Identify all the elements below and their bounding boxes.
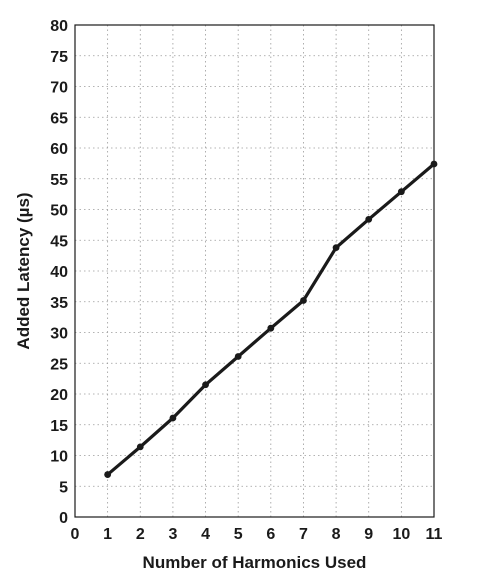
y-tick-label: 25 <box>50 356 68 373</box>
y-tick-label: 15 <box>50 418 68 435</box>
data-point <box>234 353 242 360</box>
y-tick-label: 40 <box>50 264 68 281</box>
y-tick-label: 80 <box>50 18 68 35</box>
y-axis-title: Added Latency (µs) <box>14 192 33 349</box>
y-tick-label: 55 <box>50 172 68 189</box>
y-tick-label: 60 <box>50 141 68 158</box>
data-point <box>136 443 144 451</box>
y-tick-label: 0 <box>59 510 68 527</box>
y-tick-label: 70 <box>50 80 68 97</box>
y-tick-label: 5 <box>59 479 68 496</box>
y-axis-tick-labels: 0 5 10 15 20 25 30 35 40 45 50 55 60 65 70 75 80 <box>50 18 68 527</box>
data-point <box>300 297 307 304</box>
plot-frame <box>74 24 435 518</box>
x-axis-title: Number of Harmonics Used <box>143 553 367 572</box>
data-point <box>104 471 112 478</box>
x-tick-label: 11 <box>426 526 443 543</box>
x-tick-label: 0 <box>71 526 80 543</box>
x-tick-label: 1 <box>103 526 112 543</box>
data-point <box>430 160 438 168</box>
data-point <box>169 414 177 422</box>
x-tick-label: 5 <box>234 526 243 543</box>
x-tick-label: 4 <box>201 526 210 543</box>
data-point <box>267 324 275 332</box>
x-axis-tick-labels: 0 1 2 3 4 5 6 7 8 9 10 11 <box>71 526 443 543</box>
y-tick-label: 45 <box>50 233 68 250</box>
x-tick-label: 7 <box>299 526 308 543</box>
data-point <box>332 244 340 252</box>
y-tick-label: 30 <box>50 326 68 343</box>
y-tick-label: 75 <box>50 49 68 66</box>
x-tick-label: 9 <box>364 526 373 543</box>
y-tick-label: 50 <box>50 203 68 220</box>
x-tick-label: 6 <box>266 526 275 543</box>
x-tick-label: 8 <box>332 526 341 543</box>
data-point <box>365 215 373 223</box>
grid <box>75 25 434 517</box>
y-tick-label: 35 <box>50 295 68 312</box>
data-point <box>202 381 209 389</box>
x-tick-label: 10 <box>392 526 410 543</box>
y-tick-label: 65 <box>50 110 68 127</box>
y-tick-label: 10 <box>50 449 68 466</box>
x-tick-label: 2 <box>136 526 145 543</box>
series <box>104 160 438 478</box>
data-point <box>397 188 405 196</box>
x-tick-label: 3 <box>168 526 177 543</box>
y-tick-label: 20 <box>50 387 68 404</box>
